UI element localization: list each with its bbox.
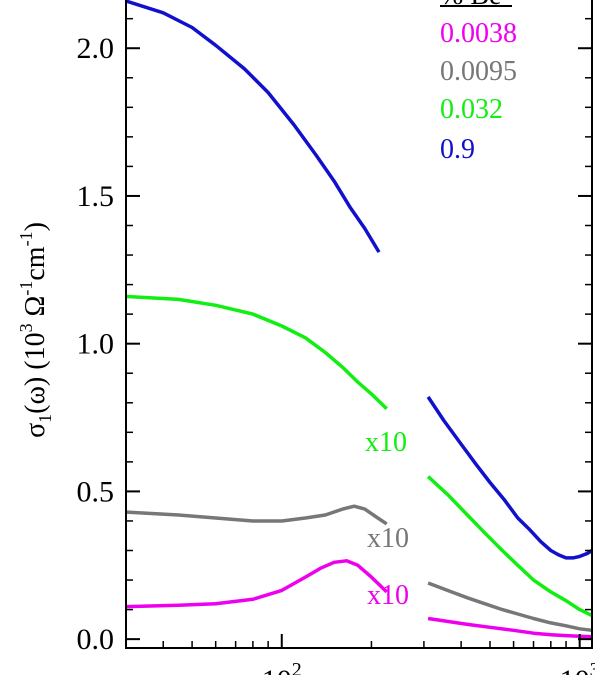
series-3-segment-0 bbox=[125, 559, 388, 609]
y-axis-label: σ1(ω) (103 Ω-1cm-1) bbox=[16, 222, 55, 438]
legend-entry-2: 0.032 bbox=[440, 94, 503, 125]
annotation-x10-gray: x10 bbox=[367, 523, 409, 554]
y-tick-label-1: 0.5 bbox=[77, 475, 115, 508]
series-layer bbox=[125, 0, 593, 639]
legend-entry-1: 0.0095 bbox=[440, 56, 517, 87]
y-tick-label-4: 2.0 bbox=[77, 32, 115, 65]
y-tick-label-2: 1.0 bbox=[77, 328, 115, 361]
series-2-segment-0 bbox=[125, 504, 388, 526]
x-tick-label-1: 103 bbox=[560, 659, 595, 675]
series-0-segment-1 bbox=[426, 395, 593, 560]
y-tick-label-3: 1.5 bbox=[77, 180, 115, 213]
tick-layer: 0.0 0.5 1.0 1.5 2.0 102 103 bbox=[77, 17, 595, 675]
series-2-segment-1 bbox=[427, 581, 593, 633]
annotation-x10-magenta: x10 bbox=[367, 580, 409, 611]
legend: % Be 0.0038 0.0095 0.032 0.9 bbox=[440, 0, 517, 165]
series-0-segment-0 bbox=[125, 0, 381, 254]
plot-frame bbox=[125, 0, 593, 649]
series-1-segment-1 bbox=[426, 475, 593, 618]
series-3-segment-1 bbox=[427, 616, 593, 639]
legend-entry-0: 0.0038 bbox=[440, 18, 517, 49]
legend-entry-3: 0.9 bbox=[440, 134, 475, 165]
annotation-x10-green: x10 bbox=[365, 427, 407, 458]
x-tick-label-0: 102 bbox=[262, 659, 302, 675]
y-tick-label-0: 0.0 bbox=[77, 623, 115, 656]
series-1-segment-0 bbox=[125, 294, 388, 410]
